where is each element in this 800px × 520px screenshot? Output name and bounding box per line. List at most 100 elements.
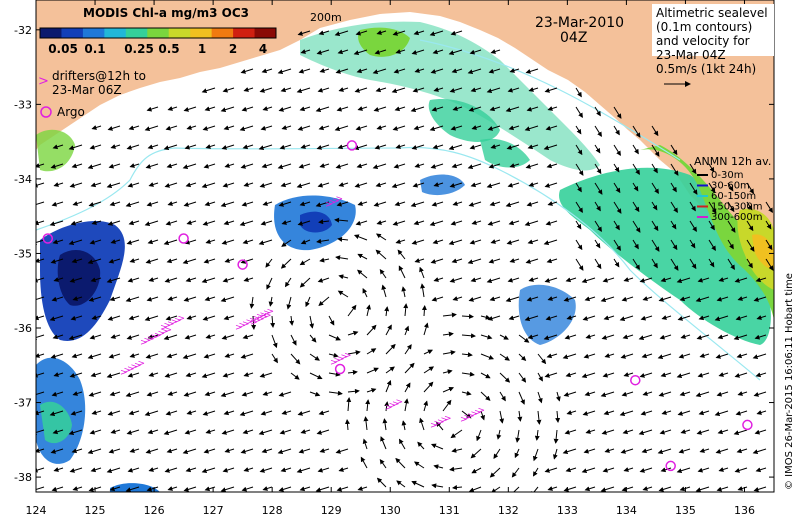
velocity-arrow	[344, 419, 350, 431]
velocity-arrow	[575, 144, 583, 156]
velocity-arrow	[432, 144, 444, 150]
velocity-arrow	[167, 486, 178, 491]
velocity-arrow	[565, 467, 577, 473]
velocity-arrow	[467, 68, 482, 75]
velocity-arrow	[300, 49, 311, 54]
velocity-arrow	[509, 68, 520, 73]
velocity-arrow	[613, 182, 621, 194]
velocity-arrow	[222, 467, 235, 473]
drifter-marker: >	[127, 364, 135, 374]
velocity-arrow	[107, 220, 121, 226]
velocity-arrow	[737, 486, 748, 491]
velocity-arrow	[524, 315, 539, 322]
velocity-arrow	[241, 391, 254, 397]
velocity-arrow	[736, 353, 748, 359]
velocity-arrow	[125, 486, 140, 492]
velocity-arrow	[338, 87, 349, 92]
velocity-arrow	[421, 305, 427, 317]
velocity-arrow	[582, 315, 596, 321]
velocity-arrow	[488, 163, 501, 169]
velocity-arrow	[449, 277, 463, 283]
velocity-arrow	[449, 182, 463, 188]
velocity-arrow	[708, 239, 716, 252]
velocity-arrow	[555, 391, 561, 402]
lon-tick-label: 128	[262, 504, 283, 517]
velocity-arrow	[689, 220, 697, 233]
velocity-arrow	[353, 49, 368, 56]
velocity-arrow	[395, 239, 406, 244]
velocity-arrow	[583, 353, 596, 359]
velocity-arrow	[639, 277, 653, 283]
drifters-note-line2: 23-Mar 06Z	[52, 83, 122, 97]
drifter-marker: >	[158, 329, 166, 339]
drifter-marker: >	[467, 411, 475, 421]
lon-tick-label: 134	[616, 504, 637, 517]
velocity-arrow	[697, 372, 710, 378]
velocity-arrow	[36, 239, 45, 245]
velocity-arrow	[620, 353, 634, 359]
longitude-axis: 124 125 126 127 128 129 130 131 132 133 134 135 136	[26, 0, 755, 517]
velocity-arrow	[601, 334, 615, 340]
velocity-arrow	[261, 163, 273, 169]
velocity-arrow	[680, 429, 691, 434]
velocity-arrow	[442, 331, 454, 337]
colorbar-segment	[40, 28, 62, 38]
velocity-arrow	[165, 410, 178, 416]
velocity-arrow	[584, 391, 596, 397]
altimetry-line4: 23-Mar 04Z	[656, 48, 726, 62]
velocity-arrow	[262, 201, 273, 206]
velocity-arrow	[414, 163, 425, 168]
velocity-arrow	[509, 163, 520, 168]
velocity-arrow	[431, 201, 444, 207]
velocity-arrow	[452, 201, 463, 206]
velocity-arrow	[658, 391, 672, 397]
velocity-arrow	[547, 106, 558, 111]
velocity-arrow	[318, 410, 330, 416]
chlorophyll-colorbar: MODIS Chl-a mg/m3 OC3 0.05 0.1 0.25 0.5 1 2 4	[39, 6, 277, 56]
velocity-arrow	[642, 486, 653, 491]
velocity-arrow	[391, 182, 406, 189]
velocity-arrow	[670, 144, 678, 156]
velocity-arrow	[36, 429, 45, 435]
velocity-arrow	[186, 410, 197, 415]
velocity-arrow	[565, 372, 577, 378]
velocity-arrow	[727, 182, 734, 192]
velocity-arrow	[262, 391, 273, 396]
velocity-arrow	[106, 182, 121, 189]
drifter-marker: >	[254, 316, 262, 326]
velocity-arrow	[430, 258, 444, 264]
velocity-arrow	[315, 201, 330, 208]
velocity-arrow	[319, 68, 330, 73]
velocity-arrow	[403, 398, 409, 412]
velocity-arrow	[374, 144, 387, 150]
drifter-marker: >	[165, 325, 173, 335]
velocity-arrow	[581, 277, 596, 284]
velocity-arrow	[356, 68, 368, 74]
velocity-arrow	[737, 296, 748, 301]
velocity-arrow	[357, 253, 368, 260]
velocity-arrow	[69, 372, 83, 378]
drifter-marker: >	[144, 336, 152, 346]
velocity-arrow	[602, 277, 615, 283]
velocity-arrow	[603, 410, 615, 416]
velocity-arrow	[430, 68, 444, 74]
velocity-arrow	[36, 334, 45, 340]
velocity-arrow	[72, 201, 83, 206]
velocity-arrow	[469, 49, 482, 55]
velocity-arrow	[448, 144, 463, 151]
velocity-arrow	[290, 334, 297, 346]
velocity-arrow	[511, 467, 520, 478]
velocity-arrow	[499, 410, 505, 424]
velocity-arrow	[499, 353, 510, 361]
velocity-arrow	[676, 372, 691, 379]
velocity-arrow	[205, 239, 216, 244]
velocity-arrow	[271, 353, 278, 364]
velocity-arrow	[53, 372, 64, 377]
velocity-arrow	[262, 106, 273, 111]
velocity-arrow	[204, 296, 216, 302]
colorbar-segment	[168, 28, 191, 38]
velocity-arrow	[642, 296, 653, 301]
velocity-arrow	[423, 400, 429, 412]
velocity-arrow	[315, 106, 330, 113]
velocity-arrow	[505, 296, 520, 303]
